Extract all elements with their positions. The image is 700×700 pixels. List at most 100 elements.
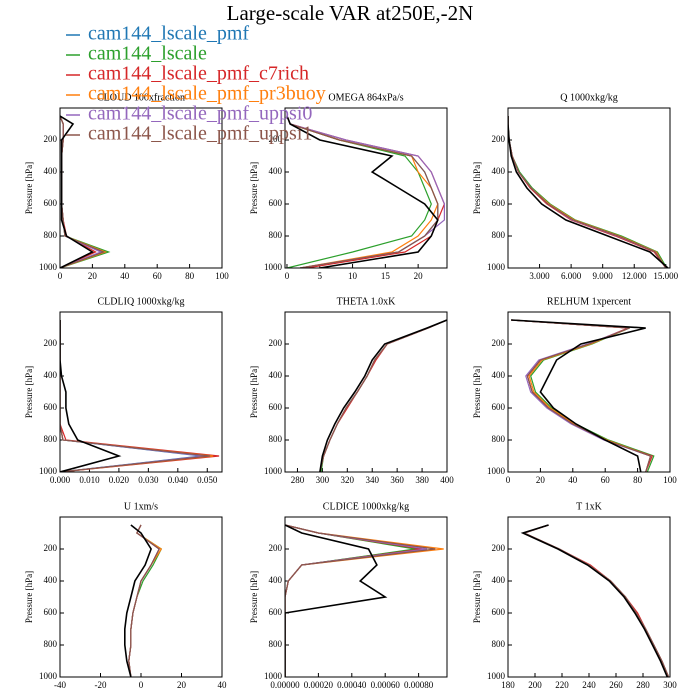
profile-line (320, 319, 447, 472)
profile-line (286, 115, 439, 268)
x-tick-label: 300 (663, 680, 677, 690)
y-tick-label: 800 (492, 230, 506, 240)
profile-line (522, 524, 670, 677)
profile-line (319, 319, 447, 472)
panel-title: Q 1000xkg/kg (560, 92, 618, 103)
legend-label: cam144_lscale_pmf (88, 23, 249, 45)
profile-line (522, 524, 670, 677)
y-tick-label: 800 (44, 230, 58, 240)
profile-line (124, 524, 152, 677)
y-tick-label: 1000 (39, 671, 58, 681)
profile-line (319, 319, 447, 472)
profile-line (128, 524, 160, 677)
profile-line (128, 524, 160, 677)
x-tick-label: 220 (555, 680, 569, 690)
legend-label: cam144_lscale_pmf_pr3buoy (88, 83, 326, 105)
plot-frame (59, 107, 223, 269)
profile-line (511, 319, 646, 472)
y-tick-label: 200 (269, 543, 283, 553)
panel: CLOUD 100xfraction Pressure [hPa] 0 20 40 60 8… (24, 92, 229, 281)
profile-line (60, 320, 214, 472)
plot-frame (507, 311, 671, 473)
profile-line (128, 524, 160, 677)
panel-title: CLOUD 100xfraction (97, 92, 185, 103)
profile-line (285, 524, 388, 677)
x-tick-label: 100 (663, 475, 677, 485)
y-tick-label: 600 (44, 402, 58, 412)
x-tick-label: 380 (415, 475, 429, 485)
y-axis-label: Pressure [hPa] (24, 571, 34, 623)
profile-line (128, 524, 160, 677)
y-tick-label: 200 (492, 543, 506, 553)
panel: CLDICE 1000xkg/kg Pressure [hPa] 0.00000 0.… (249, 501, 448, 690)
x-tick-label: 40 (120, 271, 130, 281)
profile-line (285, 524, 444, 677)
x-tick-label: 40 (218, 680, 228, 690)
panel-title: THETA 1.0xK (337, 296, 396, 307)
profile-line (508, 116, 668, 268)
y-tick-label: 800 (492, 639, 506, 649)
x-tick-label: 180 (501, 680, 515, 690)
profile-line (285, 524, 416, 677)
profile-line (60, 320, 208, 472)
y-tick-label: 1000 (487, 671, 506, 681)
x-tick-label: 360 (390, 475, 404, 485)
y-tick-label: 1000 (264, 466, 283, 476)
panel-title: RELHUM 1xpercent (547, 296, 631, 307)
x-tick-label: 0 (58, 271, 63, 281)
profile-line (511, 319, 652, 472)
profile-line (522, 524, 670, 677)
x-tick-label: 0.00020 (304, 680, 334, 690)
profile-line (319, 319, 447, 472)
panel: OMEGA 864xPa/s Pressure [hPa] 0 5 10 15 20 200 4… (249, 92, 448, 281)
profile-line (128, 524, 163, 677)
x-tick-label: 0.00000 (270, 680, 300, 690)
x-tick-label: 200 (528, 680, 542, 690)
y-tick-label: 600 (492, 198, 506, 208)
y-tick-label: 600 (44, 607, 58, 617)
legend-label: cam144_lscale_pmf_c7rich (88, 63, 309, 85)
x-tick-label: 0 (285, 271, 290, 281)
x-tick-label: 0 (506, 475, 511, 485)
panel-title: U 1xm/s (124, 501, 158, 512)
plot-frame (284, 107, 448, 269)
y-axis-label: Pressure [hPa] (249, 162, 259, 214)
profile-line (60, 115, 95, 268)
y-tick-label: 600 (269, 198, 283, 208)
y-tick-label: 400 (492, 370, 506, 380)
x-tick-label: 0.010 (79, 475, 100, 485)
y-tick-label: 1000 (487, 466, 506, 476)
x-tick-label: 9.000 (593, 271, 614, 281)
x-tick-label: -40 (54, 680, 66, 690)
y-tick-label: 400 (44, 370, 58, 380)
profile-line (522, 524, 670, 677)
x-tick-label: 20 (177, 680, 187, 690)
x-tick-label: 280 (291, 475, 305, 485)
y-tick-label: 600 (269, 402, 283, 412)
x-tick-label: 15 (381, 271, 391, 281)
profile-line (60, 320, 122, 472)
y-tick-label: 800 (269, 434, 283, 444)
y-tick-label: 800 (492, 434, 506, 444)
y-axis-label: Pressure [hPa] (472, 366, 482, 418)
profile-line (285, 524, 422, 677)
panel-title: OMEGA 864xPa/s (328, 92, 403, 103)
plot-frame (284, 516, 448, 678)
panel: T 1xK Pressure [hPa] 180 200 220 240 260 280 300… (472, 501, 677, 690)
profile-line (60, 320, 202, 472)
x-tick-label: 100 (215, 271, 229, 281)
x-tick-label: 6.000 (561, 271, 582, 281)
y-axis-label: Pressure [hPa] (472, 571, 482, 623)
y-tick-label: 1000 (487, 262, 506, 272)
y-tick-label: 200 (269, 338, 283, 348)
legend-label: cam144_lscale (88, 43, 207, 65)
legend-label: cam144_lscale_pmf_uppsi0 (88, 103, 312, 125)
x-tick-label: 0 (139, 680, 144, 690)
y-tick-label: 200 (44, 543, 58, 553)
y-tick-label: 600 (269, 607, 283, 617)
x-tick-label: 260 (609, 680, 623, 690)
y-tick-label: 400 (492, 166, 506, 176)
y-tick-label: 1000 (264, 262, 283, 272)
plot-frame (284, 311, 448, 473)
